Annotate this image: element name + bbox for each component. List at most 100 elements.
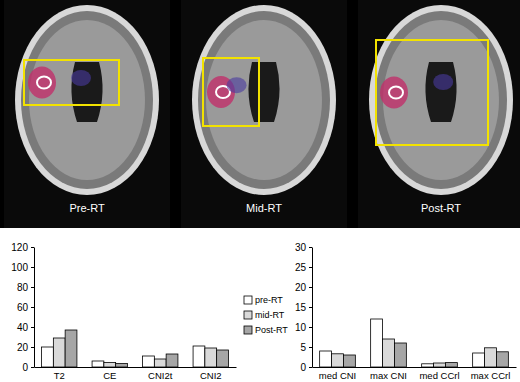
tick: CNI2t bbox=[148, 367, 173, 381]
tick-label: med CCrl bbox=[419, 370, 459, 381]
bar bbox=[154, 359, 166, 367]
tick: 60 bbox=[17, 302, 34, 313]
ventricles bbox=[71, 62, 102, 122]
tick-label: 0 bbox=[300, 362, 306, 373]
bar bbox=[422, 364, 434, 367]
y-axis: 0 20 40 60 80 100 120 bbox=[11, 242, 34, 373]
tick-mark bbox=[309, 307, 312, 308]
bar bbox=[104, 363, 116, 368]
bars bbox=[42, 330, 229, 367]
bar bbox=[332, 354, 344, 367]
x-axis: med CNI max CNI med CCrl max CCrl bbox=[313, 367, 517, 381]
tick-mark bbox=[31, 287, 34, 288]
tick: 30 bbox=[295, 242, 312, 253]
panel-label: Post-RT bbox=[421, 202, 461, 214]
bar bbox=[496, 352, 508, 367]
legend-label: Post-RT bbox=[255, 325, 288, 335]
tick: 25 bbox=[295, 262, 312, 273]
tick-label: 40 bbox=[17, 322, 29, 333]
tick-mark bbox=[31, 267, 34, 268]
cortex bbox=[29, 20, 145, 180]
tick-label: max CNI bbox=[370, 370, 407, 381]
tick-label: 5 bbox=[300, 342, 306, 353]
tick: med CNI bbox=[319, 367, 356, 381]
tick-label: 20 bbox=[17, 342, 29, 353]
bar bbox=[445, 363, 457, 367]
roi-box bbox=[376, 40, 488, 145]
tick-mark bbox=[309, 347, 312, 348]
tick-mark bbox=[309, 247, 312, 248]
image-background bbox=[0, 0, 520, 228]
tick-label: 30 bbox=[295, 242, 307, 253]
ventricles bbox=[425, 62, 456, 122]
tick-mark bbox=[31, 367, 34, 368]
panel-label: Pre-RT bbox=[69, 202, 105, 214]
legend-swatch bbox=[244, 311, 252, 319]
perfusion-blob bbox=[227, 77, 247, 93]
axis-line bbox=[313, 367, 517, 368]
legend: pre-RT mid-RT Post-RT bbox=[244, 295, 288, 335]
tick: max CNI bbox=[370, 367, 407, 381]
brain bbox=[198, 11, 330, 189]
tick-label: 60 bbox=[17, 302, 29, 313]
bar bbox=[434, 363, 446, 367]
lesion bbox=[37, 77, 51, 89]
tick-mark bbox=[309, 267, 312, 268]
legend-item: mid-RT bbox=[244, 310, 285, 320]
skull bbox=[369, 5, 513, 195]
tick-label: CE bbox=[103, 370, 116, 381]
bar bbox=[383, 339, 395, 367]
legend-item: pre-RT bbox=[244, 295, 283, 305]
perfusion-blob bbox=[380, 77, 408, 109]
perfusion-blob bbox=[433, 74, 453, 90]
bar bbox=[343, 355, 355, 367]
brain bbox=[21, 11, 153, 189]
roi-box bbox=[24, 60, 119, 105]
tick-label: CNI2 bbox=[200, 370, 222, 381]
tick: med CCrl bbox=[419, 367, 459, 381]
legend-swatch bbox=[244, 296, 252, 304]
chart: 0 5 10 15 20 25 30 med CNI max CNI med CCrl max CC… bbox=[295, 242, 517, 381]
legend-label: pre-RT bbox=[255, 295, 283, 305]
tick-label: 80 bbox=[17, 282, 29, 293]
roi-box bbox=[203, 58, 259, 126]
bar bbox=[53, 338, 65, 367]
tick-label: 15 bbox=[295, 302, 307, 313]
tick: 10 bbox=[295, 322, 312, 333]
figure: Pre-RTMid-RTPost-RT020406080100120T2CECN… bbox=[0, 0, 520, 382]
tick: 0 bbox=[22, 362, 34, 373]
panel-background bbox=[358, 0, 520, 228]
tick-mark bbox=[309, 367, 312, 368]
x-axis: T2 CE CNI2t CNI2 bbox=[35, 367, 237, 381]
skull bbox=[192, 5, 336, 195]
bar bbox=[217, 350, 229, 367]
tick-label: max CCrl bbox=[471, 370, 511, 381]
tick: max CCrl bbox=[471, 367, 511, 381]
bar bbox=[65, 330, 77, 367]
bar bbox=[394, 343, 406, 367]
tick: 100 bbox=[11, 262, 34, 273]
tick: CE bbox=[103, 367, 116, 381]
panel-background bbox=[181, 0, 347, 228]
tick: T2 bbox=[54, 367, 65, 381]
perfusion-blob bbox=[71, 70, 91, 86]
tick-label: 100 bbox=[11, 262, 28, 273]
tick-label: 120 bbox=[11, 242, 28, 253]
tick: 120 bbox=[11, 242, 34, 253]
tick: 0 bbox=[300, 362, 312, 373]
tick-mark bbox=[31, 307, 34, 308]
perfusion-blob bbox=[28, 67, 56, 99]
tick: 40 bbox=[17, 322, 34, 333]
mri-panel: Pre-RT bbox=[4, 0, 170, 228]
tick-mark bbox=[31, 247, 34, 248]
bar bbox=[166, 354, 178, 367]
bar bbox=[116, 364, 128, 368]
brain bbox=[375, 11, 507, 189]
tick: 20 bbox=[295, 282, 312, 293]
tick-label: CNI2t bbox=[148, 370, 173, 381]
tick-label: 25 bbox=[295, 262, 307, 273]
legend-swatch bbox=[244, 326, 252, 334]
lesion bbox=[389, 87, 403, 99]
y-axis: 0 5 10 15 20 25 30 bbox=[295, 242, 313, 373]
tick: CNI2 bbox=[200, 367, 222, 381]
